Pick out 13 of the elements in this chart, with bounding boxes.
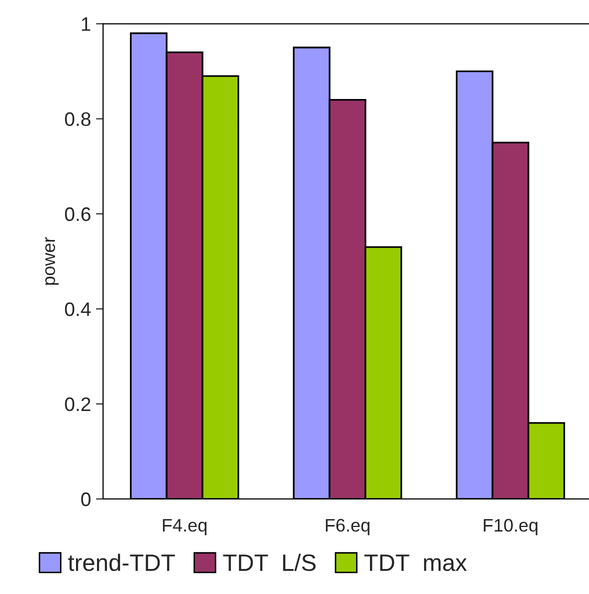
y-tick-label: 0 [81,492,91,506]
x-tick-label: F10.eq [484,518,538,536]
y-axis-title: power [45,237,59,285]
y-tick-label: 0.4 [65,302,91,316]
legend-label: trend-TDT [68,554,175,572]
y-tick-label: 0.6 [65,207,90,222]
y-tick-label: 1 [82,17,90,31]
legend-label: TDT max [364,554,467,572]
legend-label: TDT L/S [223,554,316,572]
y-tick-label: 0.8 [65,112,90,126]
x-tick-label: F6.eq [326,518,370,536]
x-tick-label: F4.eq [162,519,206,536]
y-tick-label: 0.2 [65,397,90,412]
